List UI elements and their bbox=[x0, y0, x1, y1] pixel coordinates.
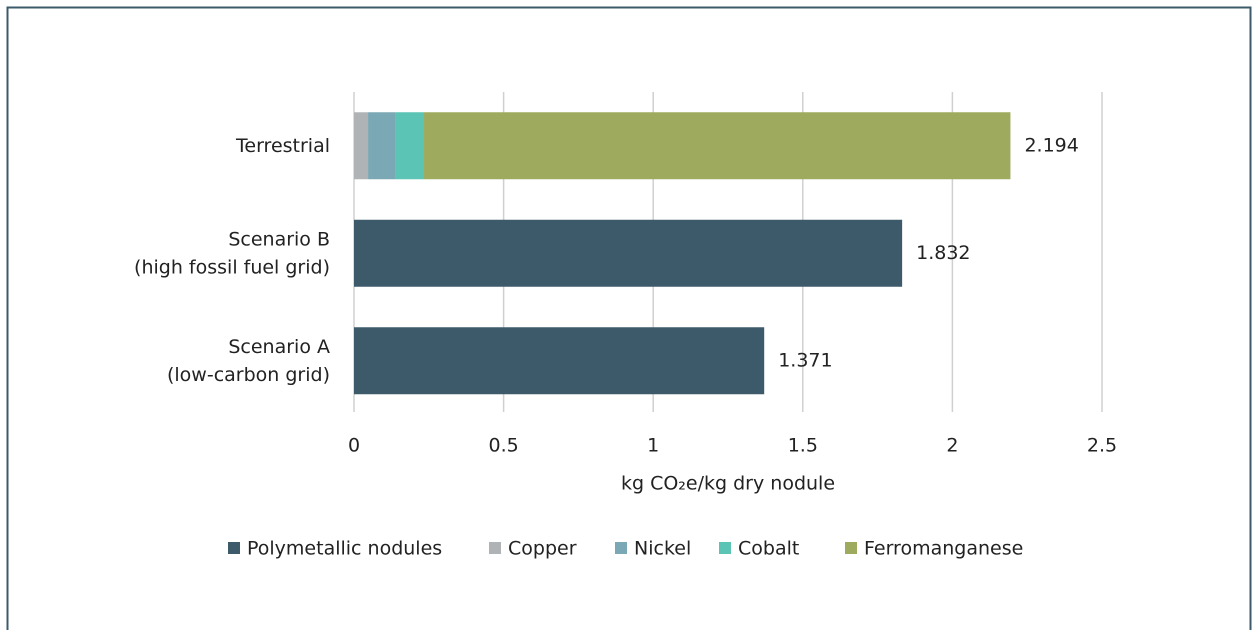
x-tick-label: 1 bbox=[647, 435, 659, 457]
bar-segment bbox=[354, 327, 765, 395]
x-tick-label: 1.5 bbox=[788, 435, 818, 457]
y-tick-label: Scenario A (low-carbon grid) bbox=[167, 335, 330, 385]
x-tick-label: 2.5 bbox=[1087, 435, 1117, 457]
y-tick-label-line: Scenario A bbox=[228, 335, 330, 357]
x-axis-title: kg CO₂e/kg dry nodule bbox=[621, 473, 835, 495]
bar-segment bbox=[354, 112, 369, 180]
legend-label: Copper bbox=[508, 538, 577, 560]
y-tick-label: Scenario B (high fossil fuel grid) bbox=[134, 228, 330, 278]
legend-swatch bbox=[615, 542, 627, 554]
legend-label: Nickel bbox=[634, 538, 691, 560]
legend-swatch bbox=[489, 542, 501, 554]
bar-segment bbox=[424, 112, 1011, 180]
y-tick-label-line: (low-carbon grid) bbox=[167, 363, 330, 385]
y-tick-label: Terrestrial bbox=[235, 134, 330, 156]
y-tick-label-line: Scenario B bbox=[228, 228, 330, 250]
legend-label: Ferromanganese bbox=[864, 538, 1023, 560]
y-tick-label-line: Terrestrial bbox=[235, 134, 330, 156]
legend-swatch bbox=[845, 542, 857, 554]
legend-swatch bbox=[228, 542, 240, 554]
legend-label: Polymetallic nodules bbox=[247, 538, 442, 560]
legend-label: Cobalt bbox=[738, 538, 799, 560]
data-label: 1.371 bbox=[778, 349, 832, 371]
data-label: 2.194 bbox=[1024, 134, 1078, 156]
x-tick-label: 0.5 bbox=[488, 435, 518, 457]
y-tick-label-line: (high fossil fuel grid) bbox=[134, 256, 330, 278]
bar-segment bbox=[368, 112, 396, 180]
legend-swatch bbox=[719, 542, 731, 554]
x-tick-label: 0 bbox=[348, 435, 360, 457]
bar-segment bbox=[354, 219, 903, 287]
data-label: 1.832 bbox=[916, 242, 970, 264]
frame bbox=[6, 6, 1252, 630]
x-tick-label: 2 bbox=[946, 435, 958, 457]
bar-segment bbox=[395, 112, 425, 180]
